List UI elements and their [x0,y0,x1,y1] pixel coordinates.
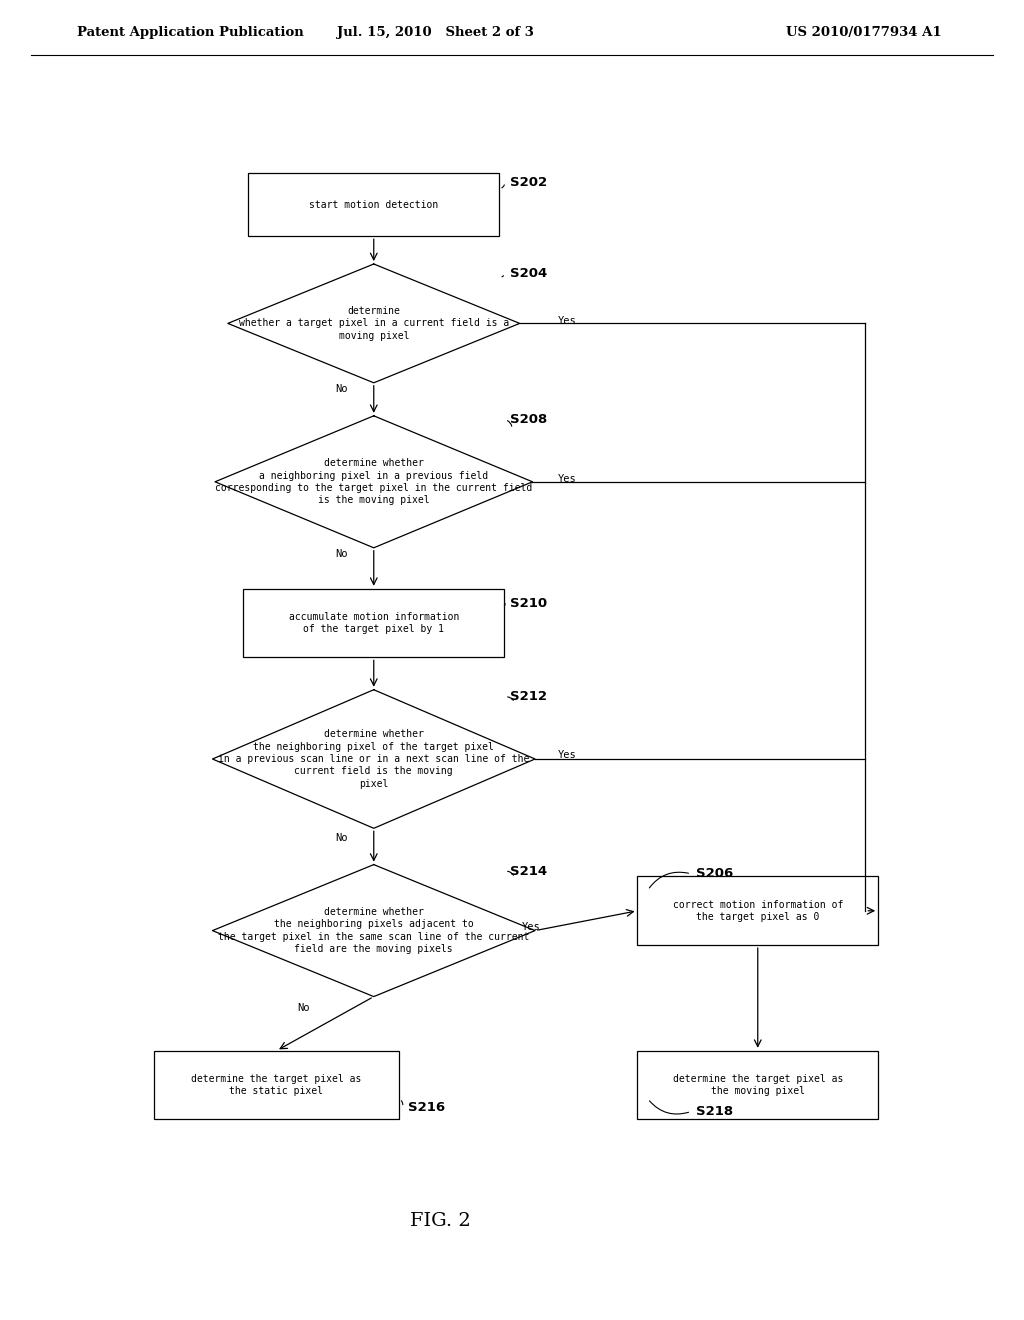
Text: Patent Application Publication: Patent Application Publication [77,26,303,38]
Text: S214: S214 [510,865,547,878]
Text: S208: S208 [510,413,547,426]
Text: S210: S210 [510,597,547,610]
Text: determine whether
a neighboring pixel in a previous field
corresponding to the t: determine whether a neighboring pixel in… [215,458,532,506]
Text: No: No [335,833,347,843]
Bar [154,1051,399,1119]
Text: determine whether
the neighboring pixels adjacent to
the target pixel in the sam: determine whether the neighboring pixels… [218,907,529,954]
Bar [244,589,504,657]
Text: accumulate motion information
of the target pixel by 1: accumulate motion information of the tar… [289,612,459,634]
Text: determine
whether a target pixel in a current field is a
moving pixel: determine whether a target pixel in a cu… [239,306,509,341]
Text: start motion detection: start motion detection [309,199,438,210]
Text: No: No [335,384,347,395]
Text: No: No [297,1003,309,1014]
Text: No: No [335,549,347,560]
Bar [248,173,500,236]
Text: S212: S212 [510,690,547,704]
Text: Jul. 15, 2010   Sheet 2 of 3: Jul. 15, 2010 Sheet 2 of 3 [337,26,534,38]
Text: Yes: Yes [558,750,577,760]
Text: S218: S218 [696,1105,733,1118]
Text: determine the target pixel as
the static pixel: determine the target pixel as the static… [191,1074,361,1096]
Text: determine whether
the neighboring pixel of the target pixel
in a previous scan l: determine whether the neighboring pixel … [218,729,529,789]
Text: US 2010/0177934 A1: US 2010/0177934 A1 [786,26,942,38]
Text: correct motion information of
the target pixel as 0: correct motion information of the target… [673,900,843,921]
Bar [637,1051,879,1119]
Bar [637,876,879,945]
Text: Yes: Yes [558,474,577,484]
Text: Yes: Yes [558,315,577,326]
Text: S216: S216 [408,1101,444,1114]
Text: S206: S206 [696,867,733,880]
Text: S202: S202 [510,176,547,189]
Text: Yes: Yes [522,921,541,932]
Text: S204: S204 [510,267,547,280]
Text: determine the target pixel as
the moving pixel: determine the target pixel as the moving… [673,1074,843,1096]
Text: FIG. 2: FIG. 2 [410,1212,471,1230]
